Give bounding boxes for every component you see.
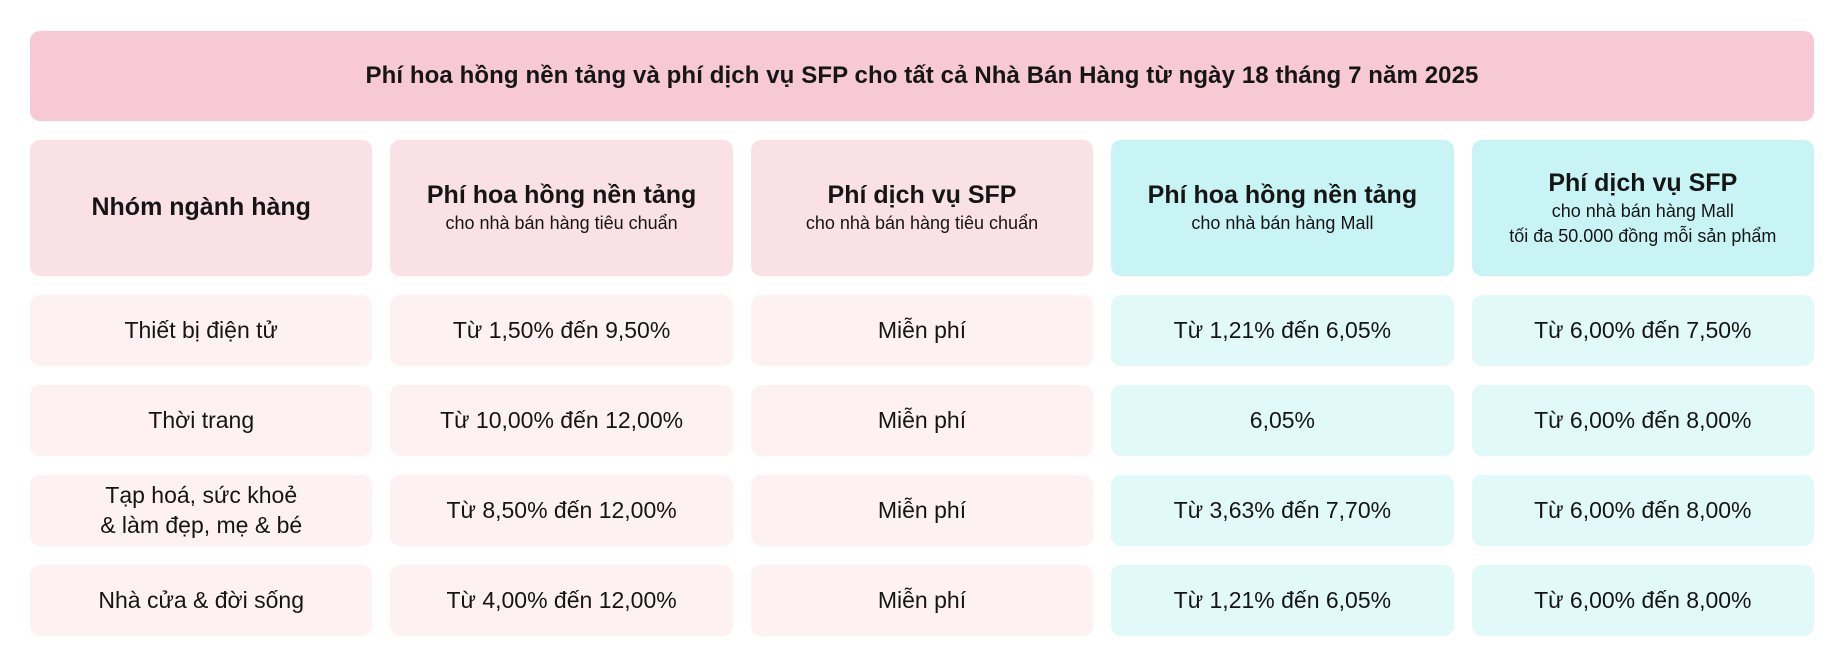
header-mall-commission: Phí hoa hồng nền tảng cho nhà bán hàng M…	[1111, 140, 1454, 276]
fee-value: Từ 1,21% đến 6,05%	[1173, 316, 1392, 343]
fee-value: Từ 1,21% đến 6,05%	[1173, 586, 1392, 613]
header-standard-sfp: Phí dịch vụ SFP cho nhà bán hàng tiêu ch…	[750, 140, 1094, 276]
fee-value: Từ 6,00% đến 8,00%	[1534, 496, 1752, 523]
fee-table-page: Phí hoa hồng nền tảng và phí dịch vụ SFP…	[30, 31, 1814, 636]
header-subtitle: cho nhà bán hàng tiêu chuẩn	[445, 213, 678, 234]
header-title: Phí dịch vụ SFP	[827, 181, 1017, 210]
cell-standard-sfp: Miễn phí	[750, 475, 1094, 546]
category-label: Thiết bị điện tử	[124, 316, 278, 343]
header-subtitle: cho nhà bán hàng Mall	[1551, 201, 1734, 222]
cell-mall-sfp: Từ 6,00% đến 8,00%	[1471, 475, 1814, 546]
cell-mall-sfp: Từ 6,00% đến 8,00%	[1471, 565, 1814, 636]
header-category: Nhóm ngành hàng	[30, 140, 373, 276]
cell-mall-commission: Từ 1,21% đến 6,05%	[1111, 295, 1454, 366]
header-mall-sfp: Phí dịch vụ SFP cho nhà bán hàng Mall tố…	[1471, 140, 1814, 276]
cell-standard-commission: Từ 8,50% đến 12,00%	[390, 475, 733, 546]
cell-standard-sfp: Miễn phí	[750, 385, 1094, 456]
fee-value: Từ 4,00% đến 12,00%	[446, 586, 677, 613]
header-subtitle-2: tối đa 50.000 đồng mỗi sản phẩm	[1509, 225, 1777, 246]
header-subtitle: cho nhà bán hàng tiêu chuẩn	[805, 213, 1039, 234]
header-title: Phí dịch vụ SFP	[1548, 169, 1738, 198]
fee-value: Miễn phí	[877, 586, 967, 613]
cell-standard-sfp: Miễn phí	[750, 565, 1094, 636]
category-label: Thời trang	[148, 406, 255, 433]
fee-value: Từ 3,63% đến 7,70%	[1173, 496, 1392, 523]
fee-table: Nhóm ngành hàng Phí hoa hồng nền tảng ch…	[30, 140, 1814, 636]
banner: Phí hoa hồng nền tảng và phí dịch vụ SFP…	[30, 31, 1814, 121]
cell-mall-commission: Từ 1,21% đến 6,05%	[1111, 565, 1454, 636]
cell-category: Nhà cửa & đời sống	[30, 565, 373, 636]
cell-standard-commission: Từ 10,00% đến 12,00%	[390, 385, 733, 456]
fee-value: Từ 6,00% đến 8,00%	[1534, 586, 1752, 613]
cell-standard-sfp: Miễn phí	[750, 295, 1094, 366]
header-title: Nhóm ngành hàng	[91, 193, 311, 222]
banner-title: Phí hoa hồng nền tảng và phí dịch vụ SFP…	[365, 62, 1479, 89]
fee-value: Từ 6,00% đến 8,00%	[1534, 406, 1752, 433]
fee-value: Từ 1,50% đến 9,50%	[452, 316, 671, 343]
cell-mall-commission: Từ 3,63% đến 7,70%	[1111, 475, 1454, 546]
fee-value: Từ 8,50% đến 12,00%	[446, 496, 677, 523]
cell-mall-sfp: Từ 6,00% đến 8,00%	[1471, 385, 1814, 456]
category-label: Nhà cửa & đời sống	[98, 586, 305, 613]
fee-value: 6,05%	[1249, 406, 1315, 433]
cell-mall-commission: 6,05%	[1111, 385, 1454, 456]
fee-value: Từ 6,00% đến 7,50%	[1534, 316, 1752, 343]
fee-value: Từ 10,00% đến 12,00%	[440, 406, 684, 433]
fee-value: Miễn phí	[877, 496, 967, 523]
fee-value: Miễn phí	[877, 406, 967, 433]
cell-standard-commission: Từ 4,00% đến 12,00%	[390, 565, 733, 636]
header-standard-commission: Phí hoa hồng nền tảng cho nhà bán hàng t…	[390, 140, 733, 276]
cell-category: Thời trang	[30, 385, 373, 456]
fee-value: Miễn phí	[877, 316, 967, 343]
cell-mall-sfp: Từ 6,00% đến 7,50%	[1471, 295, 1814, 366]
cell-standard-commission: Từ 1,50% đến 9,50%	[390, 295, 733, 366]
header-title: Phí hoa hồng nền tảng	[1147, 181, 1418, 210]
cell-category: Tạp hoá, sức khoẻ & làm đẹp, mẹ & bé	[30, 475, 373, 546]
header-subtitle: cho nhà bán hàng Mall	[1191, 213, 1374, 234]
cell-category: Thiết bị điện tử	[30, 295, 373, 366]
header-title: Phí hoa hồng nền tảng	[426, 181, 697, 210]
category-label: Tạp hoá, sức khoẻ & làm đẹp, mẹ & bé	[100, 481, 303, 538]
